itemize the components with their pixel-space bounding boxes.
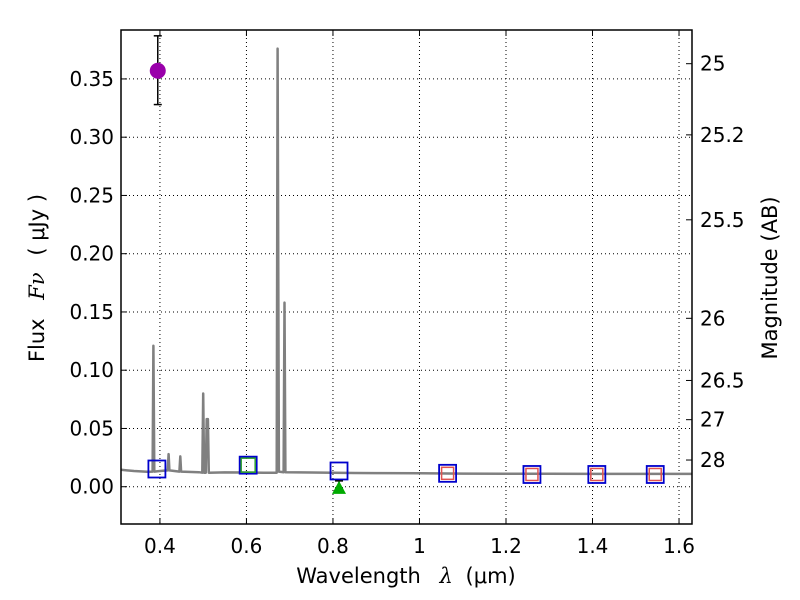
x-axis-prefix: Wavelength xyxy=(296,564,421,588)
y-tick-label: 0.10 xyxy=(69,358,114,382)
y-tick-label: 0.15 xyxy=(69,300,114,324)
upper-limit-triangle xyxy=(332,480,347,494)
y-axis-prefix: Flux xyxy=(25,318,49,362)
axes-frame xyxy=(120,29,693,525)
photometry-square xyxy=(590,467,604,482)
y-axis-title: Flux Fν ( μJy ) xyxy=(25,194,49,362)
photometry-square xyxy=(438,463,457,483)
y-tick-label: 0.00 xyxy=(69,475,114,499)
spectrum-line xyxy=(120,47,692,476)
x-tick-label: 1.2 xyxy=(490,534,522,558)
photometry-square xyxy=(238,455,258,475)
x-axis-unit: (μm) xyxy=(466,564,516,588)
photometry-square xyxy=(329,461,349,481)
photometry-square xyxy=(522,465,542,484)
y2-tick-label: 26 xyxy=(700,306,725,330)
photometry-square xyxy=(525,467,539,482)
y2-tick-label: 28 xyxy=(700,448,725,472)
photometry-square xyxy=(648,467,662,482)
x-tick-label: 1 xyxy=(413,534,426,558)
photometry-square xyxy=(587,465,607,484)
y-tick-label: 0.25 xyxy=(69,183,114,207)
y-tick-label: 0.05 xyxy=(69,416,114,440)
x-tick-label: 1.6 xyxy=(663,534,695,558)
axis-ticks: 0.4 0.6 0.8 1 1.2 1.4 1.6 0.00 0.05 0.10 0.15 0.20 0… xyxy=(69,30,745,558)
y-axis-unit: ( μJy ) xyxy=(25,194,49,256)
photometry-square xyxy=(440,466,455,481)
plot-area xyxy=(120,35,692,494)
y2-axis-title: Magnitude (AB) xyxy=(758,196,782,359)
y-axis-symbol: Fν xyxy=(25,272,49,301)
y2-tick-label: 25 xyxy=(700,52,725,76)
y2-tick-label: 25.5 xyxy=(700,208,745,232)
x-axis-symbol: λ xyxy=(439,564,453,588)
y-tick-label: 0.20 xyxy=(69,242,114,266)
measured-flux-point xyxy=(149,62,166,79)
y-tick-label: 0.35 xyxy=(69,67,114,91)
x-tick-label: 0.8 xyxy=(317,534,349,558)
x-tick-label: 0.6 xyxy=(231,534,263,558)
x-axis-title: Wavelength λ (μm) xyxy=(296,564,515,588)
photometry-square xyxy=(240,457,256,473)
y2-tick-label: 26.5 xyxy=(700,368,745,392)
x-tick-label: 1.4 xyxy=(577,534,609,558)
photometry-square xyxy=(147,459,167,479)
y2-tick-label: 25.2 xyxy=(700,123,745,147)
photometry-square xyxy=(645,465,665,484)
y2-tick-label: 27 xyxy=(700,408,725,432)
x-tick-label: 0.4 xyxy=(144,534,176,558)
y-tick-label: 0.30 xyxy=(69,125,114,149)
